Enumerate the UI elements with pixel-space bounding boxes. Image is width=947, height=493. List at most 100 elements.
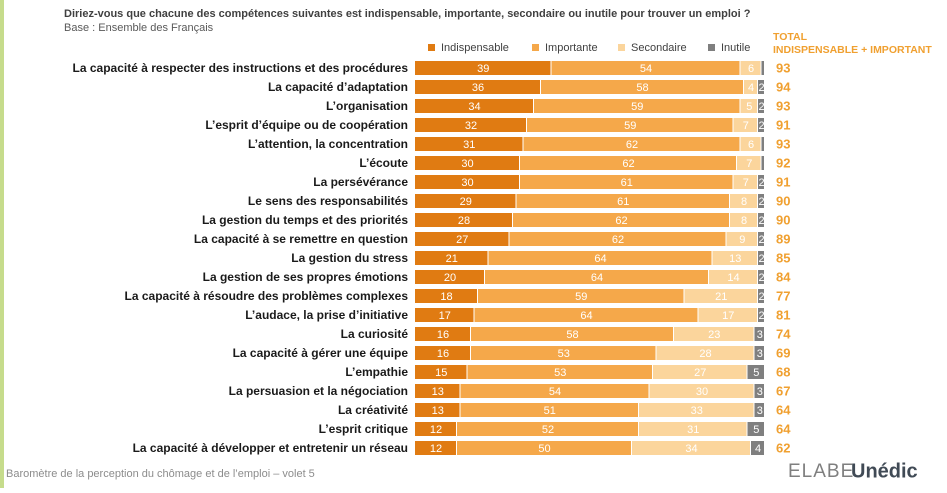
bar-segment: [541, 80, 743, 94]
segment-label: 5: [746, 101, 752, 113]
bar-segment: [460, 403, 638, 417]
bar-segment: [754, 327, 764, 341]
total-value: 90: [776, 212, 790, 227]
segment-label: 21: [446, 253, 458, 265]
chart-title: Diriez-vous que chacune des compétences …: [64, 8, 751, 20]
segment-label: 2: [758, 82, 764, 94]
category-label: La curiosité: [341, 327, 409, 341]
segment-label: 59: [575, 291, 587, 303]
segment-label: 13: [729, 253, 741, 265]
segment-label: 14: [727, 272, 739, 284]
segment-label: 13: [432, 405, 444, 417]
bar-segment: [415, 175, 519, 189]
bar-segment: [758, 194, 764, 208]
segment-label: 18: [440, 291, 452, 303]
bar-segment: [509, 232, 726, 246]
legend-label: Indispensable: [441, 42, 509, 54]
segment-label: 27: [456, 234, 468, 246]
bar-segment: [754, 346, 764, 360]
segment-label: 2: [758, 196, 764, 208]
category-label: La capacité à respecter des instructions…: [73, 61, 409, 75]
bar-segment: [758, 213, 764, 227]
category-label: La capacité à développer et entretenir u…: [133, 441, 408, 455]
bar-segment: [527, 118, 733, 132]
bar-segment: [415, 213, 512, 227]
chart-subtitle: Base : Ensemble des Français: [64, 22, 214, 34]
segment-label: 7: [743, 120, 749, 132]
segment-label: 61: [621, 177, 633, 189]
bar-segment: [747, 365, 764, 379]
segment-label: 7: [743, 177, 749, 189]
segment-label: 5: [753, 424, 759, 436]
total-value: 64: [776, 421, 791, 436]
segment-label: 3: [757, 348, 763, 360]
segment-label: 33: [691, 405, 703, 417]
total-value: 85: [776, 250, 790, 265]
bar-segment: [698, 308, 757, 322]
category-label: La persuasion et la négociation: [229, 384, 408, 398]
category-label: L’écoute: [359, 156, 408, 170]
bar-segment: [415, 232, 509, 246]
category-label: Le sens des responsabilités: [248, 194, 408, 208]
bar-segment: [754, 403, 764, 417]
total-header: TOTAL: [773, 31, 808, 43]
category-label: La persévérance: [313, 175, 408, 189]
segment-label: 7: [746, 158, 752, 170]
segment-label: 27: [694, 367, 706, 379]
segment-label: 15: [435, 367, 447, 379]
segment-label: 61: [617, 196, 629, 208]
total-value: 93: [776, 136, 790, 151]
bar-segment: [758, 289, 764, 303]
total-value: 69: [776, 345, 790, 360]
segment-label: 2: [758, 272, 764, 284]
segment-label: 52: [542, 424, 554, 436]
bar-segment: [471, 327, 673, 341]
bar-segment: [733, 175, 757, 189]
segment-label: 13: [432, 386, 444, 398]
legend-swatch: [532, 44, 539, 51]
bar-segment: [457, 422, 638, 436]
bar-segment: [632, 441, 750, 455]
bar-segment: [520, 175, 733, 189]
brand-logo: ELABE: [788, 461, 854, 482]
bar-segment: [415, 403, 460, 417]
total-header: INDISPENSABLE + IMPORTANT: [773, 44, 932, 56]
segment-label: 20: [444, 272, 456, 284]
segment-label: 6: [748, 139, 754, 151]
bar-segment: [674, 327, 754, 341]
segment-label: 64: [594, 253, 606, 265]
total-value: 90: [776, 193, 790, 208]
segment-label: 2: [758, 101, 764, 113]
total-value: 64: [776, 402, 791, 417]
category-label: L’esprit d’équipe ou de coopération: [205, 118, 408, 132]
bar-segment: [415, 308, 474, 322]
segment-label: 62: [615, 215, 627, 227]
segment-label: 39: [477, 63, 489, 75]
segment-label: 3: [757, 329, 763, 341]
brand-logo: Unédic: [851, 460, 918, 482]
bar-segment: [744, 80, 757, 94]
bar-segment: [534, 99, 740, 113]
bar-segment: [415, 270, 484, 284]
bar-segment: [758, 232, 764, 246]
segment-label: 50: [538, 443, 550, 455]
segment-label: 59: [624, 120, 636, 132]
bar-segment: [415, 441, 456, 455]
category-label: L’attention, la concentration: [248, 137, 408, 151]
bar-segment: [758, 251, 764, 265]
segment-label: 36: [472, 82, 484, 94]
bar-segment: [730, 194, 757, 208]
bar-segment: [758, 175, 764, 189]
bar-segment: [523, 137, 740, 151]
segment-label: 4: [748, 82, 754, 94]
bar-segment: [415, 194, 516, 208]
segment-label: 2: [758, 253, 764, 265]
bar-segment: [758, 99, 764, 113]
segment-label: 17: [439, 310, 451, 322]
bar-segment: [758, 118, 764, 132]
bar-segment: [415, 327, 470, 341]
segment-label: 32: [465, 120, 477, 132]
segment-label: 62: [622, 158, 634, 170]
segment-label: 16: [437, 329, 449, 341]
